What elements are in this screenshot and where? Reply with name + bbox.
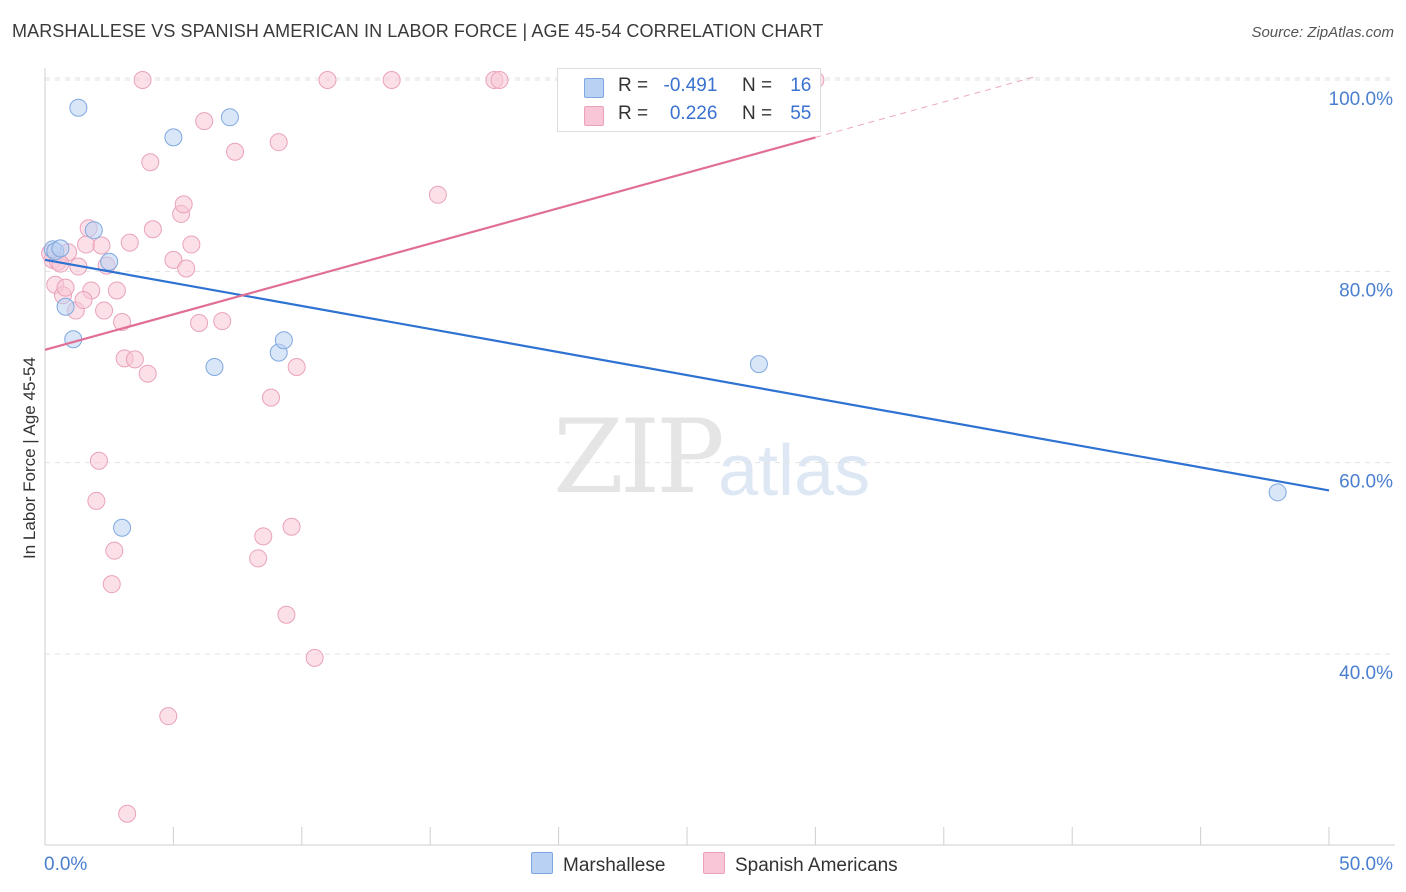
source-label: Source: ZipAtlas.com (1251, 24, 1394, 41)
point-spanish-americans (56, 278, 75, 297)
series-spanish-americans (41, 71, 825, 823)
trend-line-marshallese (44, 258, 1330, 492)
y-tick-label: 100.0% (1329, 89, 1394, 110)
tick-labels: 40.0% 60.0% 80.0% 100.0% 0.0% 50.0% (44, 89, 1393, 875)
trend-lines (44, 76, 1330, 492)
correlation-legend: R = -0.491 N = 16 R = 0.226 N = 55 (557, 68, 821, 132)
legend-n-value: 55 (790, 103, 812, 124)
point-spanish-americans (177, 259, 196, 278)
axes (44, 68, 1395, 846)
point-spanish-americans (428, 185, 447, 204)
point-spanish-americans (226, 142, 245, 161)
x-tick-label-min: 0.0% (44, 854, 87, 875)
point-marshallese (51, 239, 70, 258)
point-spanish-americans (125, 350, 144, 369)
point-spanish-americans (92, 236, 111, 255)
point-spanish-americans (74, 291, 93, 310)
point-spanish-americans (249, 549, 268, 568)
legend-n-label: N = (741, 75, 773, 96)
point-spanish-americans (89, 451, 108, 470)
point-spanish-americans (174, 195, 193, 214)
trend-line-spanish-americans (44, 136, 816, 351)
point-spanish-americans (254, 527, 273, 546)
y-tick-label: 40.0% (1339, 663, 1393, 684)
legend-swatch-spanish-americans (584, 106, 604, 126)
bottom-legend-marshallese: Marshallese (531, 852, 665, 877)
legend-stats-marshallese: R = -0.491 N = 16 (618, 75, 811, 97)
legend-n-label: N = (741, 103, 773, 124)
legend-r-label: R = (618, 103, 649, 124)
point-marshallese (84, 221, 103, 240)
point-spanish-americans (261, 388, 280, 407)
legend-swatch-marshallese (584, 78, 604, 98)
point-spanish-americans (318, 71, 337, 89)
bottom-legend-swatch-marshallese (531, 852, 553, 874)
point-spanish-americans (133, 71, 152, 89)
point-spanish-americans (87, 491, 106, 510)
point-spanish-americans (269, 133, 288, 152)
point-spanish-americans (164, 250, 183, 269)
point-spanish-americans (277, 605, 296, 624)
point-spanish-americans (305, 648, 324, 667)
point-marshallese (69, 98, 88, 117)
series-marshallese (43, 98, 1287, 537)
point-spanish-americans (490, 71, 509, 89)
trend-extension-spanish-americans (815, 76, 1034, 138)
point-spanish-americans (159, 707, 178, 726)
legend-stats-spanish-americans: R = 0.226 N = 55 (618, 103, 811, 125)
point-spanish-americans (182, 235, 201, 254)
bottom-legend-spanish-americans: Spanish Americans (703, 852, 898, 877)
point-spanish-americans (287, 358, 306, 376)
x-tick-label-max: 50.0% (1339, 854, 1393, 875)
watermark-zip: ZIP (553, 398, 725, 517)
legend-r-label: R = (618, 75, 649, 96)
point-marshallese (100, 252, 119, 271)
legend-n-value: 16 (790, 75, 812, 96)
y-tick-label: 80.0% (1339, 280, 1393, 301)
point-spanish-americans (195, 112, 214, 131)
legend-r-value: 0.226 (669, 103, 718, 124)
watermark-atlas: atlas (718, 431, 871, 511)
legend-r-value: -0.491 (663, 75, 718, 96)
point-spanish-americans (190, 313, 209, 332)
y-tick-label: 60.0% (1339, 472, 1393, 493)
point-spanish-americans (105, 541, 124, 560)
point-spanish-americans (120, 233, 139, 252)
point-spanish-americans (138, 364, 157, 383)
y-axis-label: In Labor Force | Age 45-54 (20, 357, 39, 559)
point-marshallese (220, 108, 239, 127)
point-marshallese (1268, 483, 1287, 502)
point-spanish-americans (143, 220, 162, 239)
point-marshallese (274, 331, 293, 350)
point-marshallese (749, 355, 768, 374)
point-marshallese (56, 297, 75, 316)
point-marshallese (164, 128, 183, 147)
point-spanish-americans (282, 517, 301, 536)
point-spanish-americans (382, 71, 401, 89)
point-spanish-americans (107, 281, 126, 300)
point-spanish-americans (95, 301, 114, 320)
bottom-legend-label: Marshallese (563, 855, 666, 876)
chart-title: MARSHALLESE VS SPANISH AMERICAN IN LABOR… (12, 21, 824, 41)
point-spanish-americans (118, 804, 137, 823)
point-spanish-americans (141, 153, 160, 172)
point-spanish-americans (102, 575, 121, 594)
bottom-legend-swatch-spanish-americans (703, 852, 725, 874)
point-marshallese (205, 358, 224, 376)
bottom-legend-label: Spanish Americans (735, 855, 898, 876)
point-marshallese (113, 518, 132, 537)
point-spanish-americans (213, 312, 232, 331)
